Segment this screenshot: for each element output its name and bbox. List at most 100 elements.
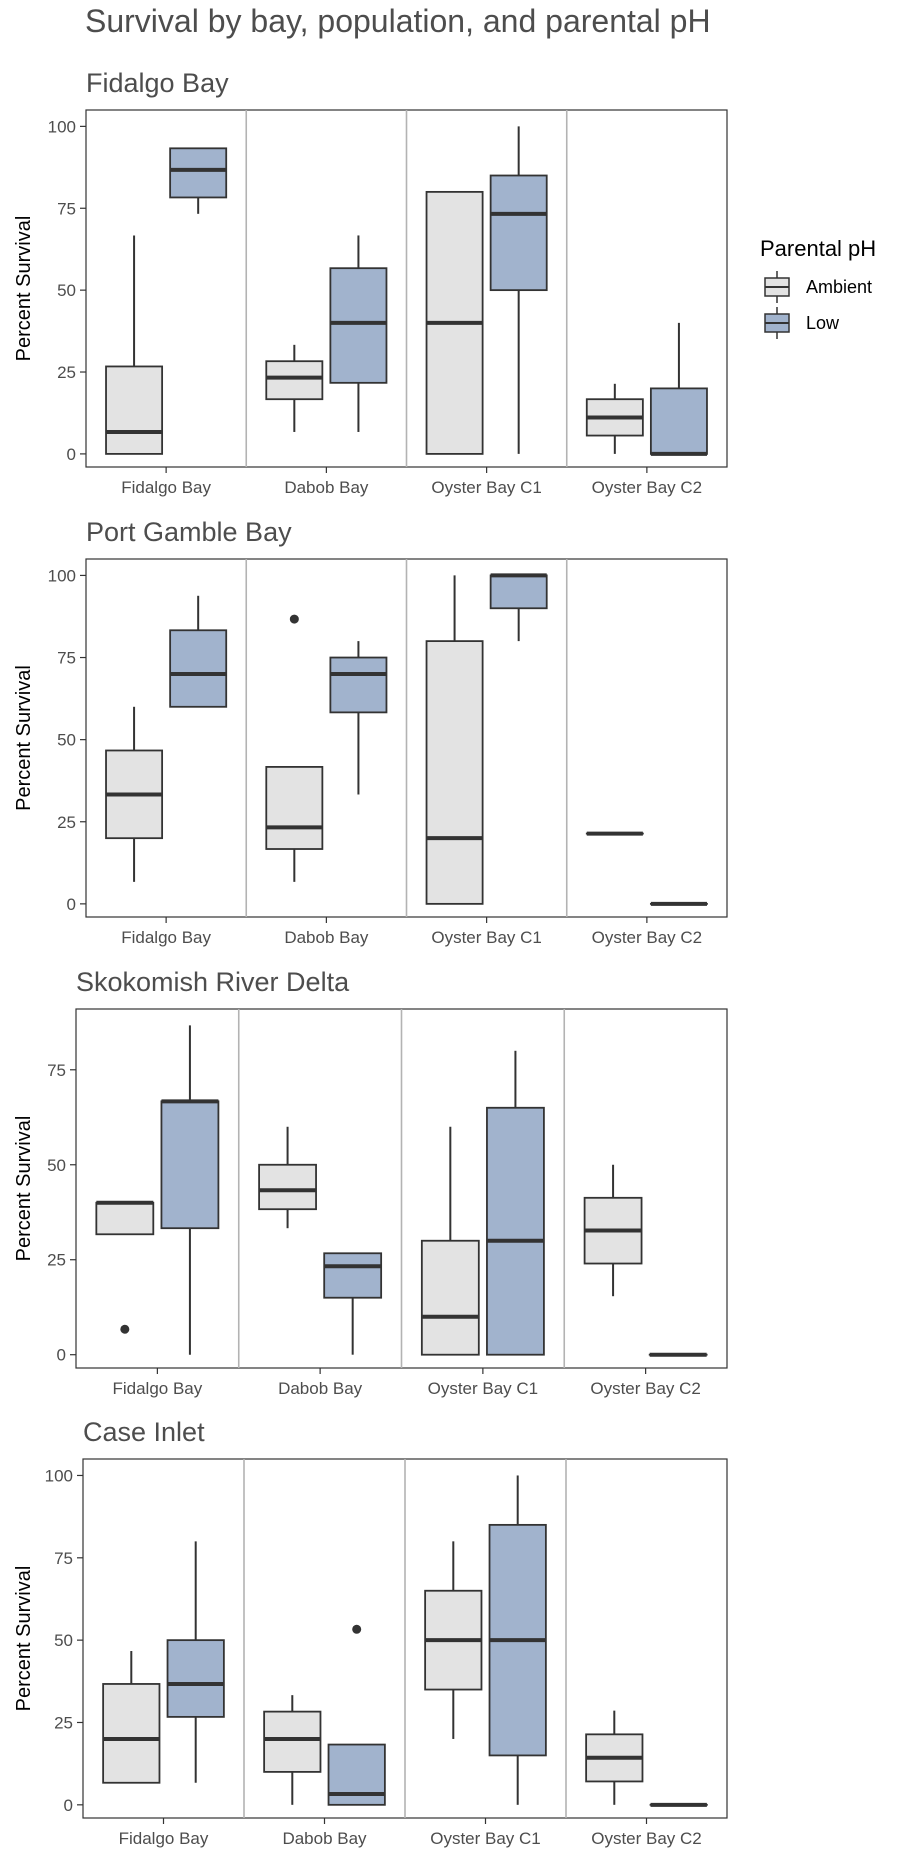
legend-label: Ambient	[806, 277, 872, 297]
y-tick-label: 25	[57, 813, 76, 832]
y-tick-label: 50	[54, 1631, 73, 1650]
box-low	[327, 1624, 386, 1806]
box-ambient	[420, 1126, 480, 1356]
x-tick-label: Dabob Bay	[284, 478, 369, 497]
x-tick-label: Oyster Bay C1	[431, 478, 542, 497]
x-tick-label: Oyster Bay C2	[592, 478, 703, 497]
box-low	[169, 595, 228, 708]
y-tick-label: 50	[57, 281, 76, 300]
box-ambient	[585, 383, 644, 454]
box-body	[95, 1201, 155, 1236]
box-ambient	[583, 1164, 643, 1297]
box-ambient	[265, 344, 324, 432]
x-tick-label: Fidalgo Bay	[119, 1829, 209, 1848]
box-low	[488, 1475, 547, 1805]
box-ambient	[585, 1710, 644, 1805]
box-low	[489, 573, 548, 642]
box-body	[486, 1106, 545, 1356]
box-body	[169, 629, 228, 708]
x-tick-label: Oyster Bay C2	[591, 1829, 702, 1848]
facet-panel-0: Fidalgo Bay 0 25 50 75 100 Percent Survival Fid…	[13, 68, 728, 497]
y-tick-label: 25	[54, 1713, 73, 1732]
box-ambient	[105, 235, 164, 455]
box-body	[323, 1252, 383, 1299]
box-ambient	[265, 614, 324, 882]
y-tick-label: 25	[57, 363, 76, 382]
y-tick-label: 75	[47, 1061, 66, 1080]
box-body	[265, 766, 324, 850]
legend-title: Parental pH	[760, 236, 876, 261]
y-tick-label: 75	[57, 649, 76, 668]
y-tick-label: 50	[57, 731, 76, 750]
box-body	[102, 1683, 161, 1784]
box-body	[425, 640, 484, 905]
box-ambient	[263, 1695, 322, 1805]
outlier-point	[289, 614, 299, 624]
box-low	[649, 322, 708, 456]
box-body	[420, 1239, 480, 1356]
x-tick-label: Oyster Bay C1	[431, 928, 542, 947]
x-tick-label: Fidalgo Bay	[121, 478, 211, 497]
legend-item-ambient: Ambient	[764, 271, 872, 303]
outlier-point	[120, 1324, 130, 1334]
box-low	[329, 235, 388, 432]
x-tick-label: Dabob Bay	[278, 1379, 363, 1398]
y-axis-label: Percent Survival	[13, 1116, 35, 1262]
legend: Parental pH Ambient Low	[760, 236, 876, 339]
box-ambient	[425, 575, 484, 905]
chart-title: Survival by bay, population, and parenta…	[85, 3, 711, 39]
y-tick-label: 0	[67, 445, 76, 464]
y-tick-label: 100	[48, 117, 76, 136]
panel-title: Case Inlet	[83, 1417, 205, 1447]
y-tick-label: 100	[48, 566, 76, 585]
x-tick-label: Dabob Bay	[284, 928, 369, 947]
box-low	[160, 1025, 220, 1355]
panel-title: Skokomish River Delta	[76, 967, 350, 997]
box-body	[166, 1639, 225, 1718]
box-body	[263, 1710, 322, 1773]
box-body	[489, 574, 548, 610]
x-tick-label: Oyster Bay C2	[590, 1379, 701, 1398]
y-axis-label: Percent Survival	[13, 665, 35, 811]
x-tick-label: Dabob Bay	[282, 1829, 367, 1848]
box-body	[329, 267, 388, 384]
box-ambient	[425, 190, 484, 455]
panel-title: Port Gamble Bay	[86, 517, 292, 547]
box-body	[329, 656, 388, 714]
y-tick-label: 75	[57, 199, 76, 218]
x-tick-label: Fidalgo Bay	[121, 928, 211, 947]
y-tick-label: 50	[47, 1156, 66, 1175]
box-body	[649, 387, 708, 455]
box-body	[160, 1100, 220, 1230]
box-low	[486, 1050, 545, 1356]
facet-panel-1: Port Gamble Bay 0 25 50 75 100 Percent Surviva…	[13, 517, 728, 947]
y-tick-label: 0	[57, 1346, 66, 1365]
box-ambient	[95, 1200, 155, 1334]
box-low	[329, 641, 388, 795]
box-low	[323, 1252, 383, 1355]
facet-panels: Fidalgo Bay 0 25 50 75 100 Percent Survival Fid…	[13, 68, 728, 1848]
x-tick-label: Oyster Bay C2	[592, 928, 703, 947]
y-tick-label: 100	[45, 1466, 73, 1485]
x-tick-label: Oyster Bay C1	[430, 1829, 541, 1848]
box-body	[169, 147, 228, 199]
panel-title: Fidalgo Bay	[86, 68, 229, 98]
box-body	[258, 1163, 317, 1211]
x-tick-label: Fidalgo Bay	[112, 1379, 202, 1398]
box-ambient	[424, 1541, 483, 1739]
facet-panel-3: Case Inlet 0 25 50 75 100 Percent Survival Fida…	[13, 1417, 728, 1848]
x-tick-label: Oyster Bay C1	[428, 1379, 539, 1398]
box-low	[489, 126, 548, 454]
facet-panel-2: Skokomish River Delta 0 25 50 75 Percent Surv…	[13, 967, 728, 1398]
y-axis-label: Percent Survival	[13, 1566, 35, 1712]
outlier-point	[352, 1624, 362, 1634]
box-ambient	[102, 1651, 161, 1784]
box-body	[265, 360, 324, 401]
box-ambient	[105, 706, 164, 882]
y-axis-label: Percent Survival	[13, 216, 35, 362]
box-ambient	[258, 1126, 317, 1229]
box-low	[166, 1541, 225, 1783]
legend-label: Low	[806, 313, 840, 333]
y-tick-label: 75	[54, 1549, 73, 1568]
